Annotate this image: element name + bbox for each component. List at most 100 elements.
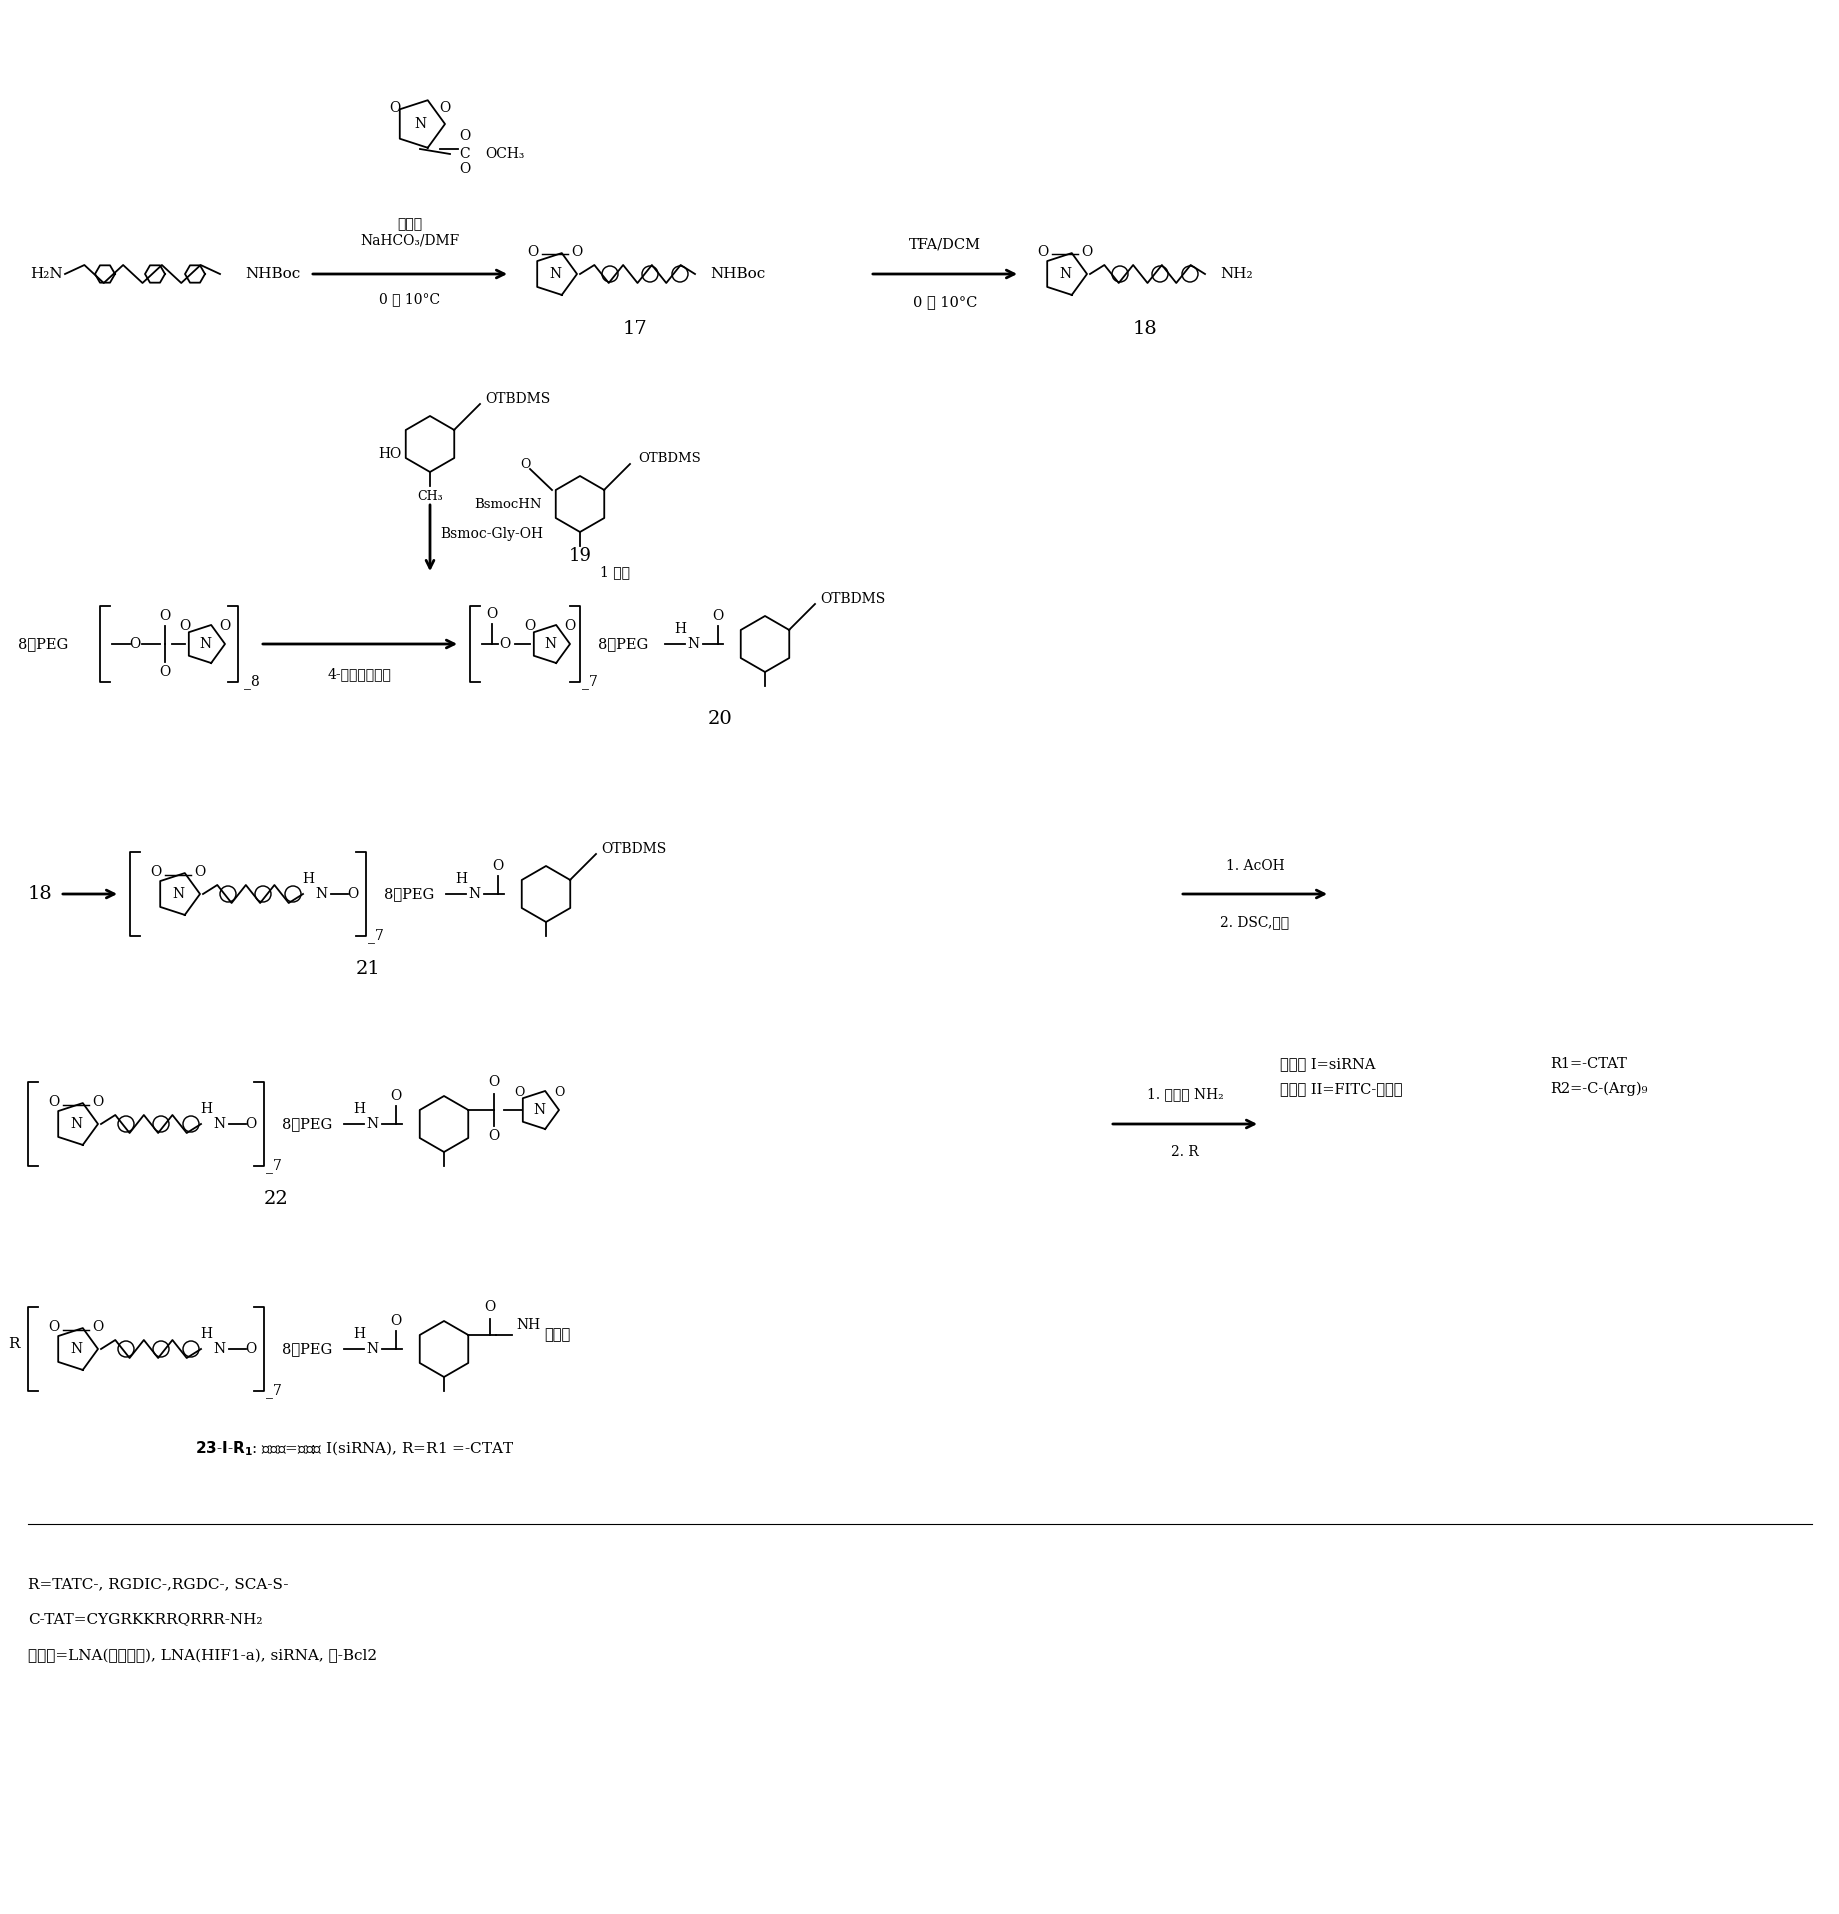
Text: N: N [1059, 266, 1070, 281]
Text: O: O [440, 101, 451, 115]
Text: O: O [524, 618, 535, 634]
Text: 18: 18 [1133, 320, 1157, 339]
Text: 18: 18 [28, 884, 53, 903]
Text: 2. DSC,吡啶: 2. DSC,吡啶 [1219, 915, 1289, 928]
Text: 21: 21 [355, 961, 381, 978]
Text: N: N [314, 886, 327, 901]
Text: O: O [348, 886, 359, 901]
Text: R: R [9, 1338, 20, 1351]
Text: N: N [213, 1342, 224, 1355]
Text: TFA/DCM: TFA/DCM [908, 237, 980, 251]
Text: O: O [1037, 245, 1048, 258]
Text: O: O [92, 1321, 103, 1334]
Text: O: O [528, 245, 539, 258]
Text: O: O [219, 618, 230, 634]
Text: N: N [533, 1102, 544, 1118]
Text: O: O [485, 607, 497, 620]
Text: R2=-C-(Arg)₉: R2=-C-(Arg)₉ [1548, 1081, 1646, 1097]
Text: O: O [178, 618, 191, 634]
Text: Bsmoc-Gly-OH: Bsmoc-Gly-OH [440, 526, 543, 542]
Text: _7: _7 [267, 1158, 281, 1173]
Text: N: N [213, 1118, 224, 1131]
Text: NH₂: NH₂ [1219, 266, 1252, 281]
Text: N: N [548, 266, 561, 281]
Text: 17: 17 [622, 320, 647, 339]
Text: 寡聚物 I=siRNA: 寡聚物 I=siRNA [1280, 1057, 1376, 1072]
Text: O: O [487, 1076, 500, 1089]
Text: O: O [390, 1089, 401, 1102]
Text: O: O [92, 1095, 103, 1108]
Text: O: O [712, 609, 723, 622]
Text: 0 至 10°C: 0 至 10°C [379, 293, 440, 306]
Text: N: N [199, 637, 211, 651]
Text: H₂N: H₂N [29, 266, 63, 281]
Text: 22: 22 [263, 1191, 289, 1208]
Text: N: N [467, 886, 480, 901]
Text: O: O [498, 637, 511, 651]
Text: O: O [487, 1129, 500, 1143]
Text: 饱和的: 饱和的 [397, 216, 423, 232]
Text: NHBoc: NHBoc [245, 266, 300, 281]
Text: O: O [572, 245, 583, 258]
Text: 0 至 10°C: 0 至 10°C [912, 295, 977, 308]
Text: 寡聚物=LNA(存活蛋白), LNA(HIF1-a), siRNA, 抗-Bcl2: 寡聚物=LNA(存活蛋白), LNA(HIF1-a), siRNA, 抗-Bcl… [28, 1648, 377, 1663]
Text: HO: HO [379, 448, 401, 461]
Text: R=TATC-, RGDIC-,RGDC-, SCA-S-: R=TATC-, RGDIC-,RGDC-, SCA-S- [28, 1577, 289, 1591]
Text: NHBoc: NHBoc [710, 266, 765, 281]
Text: 8臂PEG: 8臂PEG [598, 637, 647, 651]
Text: OTBDMS: OTBDMS [485, 392, 550, 406]
Text: OTBDMS: OTBDMS [820, 591, 885, 607]
Text: $\mathbf{23}$-$\mathbf{I}$-$\mathbf{R_1}$: 寡聚物=寡聚物 I(siRNA), R=R1 =-CTAT: $\mathbf{23}$-$\mathbf{I}$-$\mathbf{R_1}… [195, 1439, 515, 1458]
Text: 寡聚物 II=FITC-寡聚物: 寡聚物 II=FITC-寡聚物 [1280, 1081, 1401, 1097]
Text: _7: _7 [368, 928, 384, 944]
Text: O: O [151, 865, 162, 879]
Text: 1 当量: 1 当量 [600, 565, 629, 580]
Text: O: O [160, 664, 171, 679]
Text: O: O [460, 163, 471, 176]
Text: H: H [200, 1102, 211, 1116]
Text: _8: _8 [245, 674, 259, 689]
Text: _7: _7 [581, 674, 598, 689]
Text: 8臂PEG: 8臂PEG [18, 637, 68, 651]
Text: 2. R: 2. R [1170, 1145, 1199, 1160]
Text: 1. 寡聚物 NH₂: 1. 寡聚物 NH₂ [1146, 1087, 1223, 1101]
Text: N: N [366, 1342, 377, 1355]
Text: N: N [414, 117, 427, 130]
Text: 8臂PEG: 8臂PEG [384, 886, 434, 901]
Text: O: O [390, 1315, 401, 1328]
Text: N: N [171, 886, 184, 901]
Text: OCH₃: OCH₃ [485, 147, 524, 161]
Text: O: O [493, 859, 504, 873]
Text: 4-吡啶子基吡啶: 4-吡啶子基吡啶 [327, 666, 392, 681]
Text: O: O [245, 1118, 256, 1131]
Text: O: O [513, 1085, 524, 1099]
Text: O: O [520, 457, 530, 471]
Text: 8臂PEG: 8臂PEG [281, 1118, 333, 1131]
Text: C: C [460, 147, 471, 161]
Text: O: O [1081, 245, 1092, 258]
Text: O: O [390, 101, 401, 115]
Text: O: O [245, 1342, 256, 1355]
Text: OTBDMS: OTBDMS [601, 842, 666, 856]
Text: N: N [70, 1342, 83, 1355]
Text: O: O [129, 637, 140, 651]
Text: 20: 20 [708, 710, 732, 727]
Text: H: H [353, 1102, 364, 1116]
Text: NaHCO₃/DMF: NaHCO₃/DMF [360, 234, 460, 249]
Text: H: H [673, 622, 686, 635]
Text: O: O [460, 128, 471, 144]
Text: H: H [302, 873, 314, 886]
Text: 寡聚物: 寡聚物 [544, 1328, 570, 1342]
Text: O: O [48, 1095, 59, 1108]
Text: 1. AcOH: 1. AcOH [1225, 859, 1284, 873]
Text: O: O [160, 609, 171, 622]
Text: O: O [195, 865, 206, 879]
Text: N: N [686, 637, 699, 651]
Text: BsmocHN: BsmocHN [474, 498, 543, 511]
Text: 19: 19 [568, 547, 590, 565]
Text: _7: _7 [267, 1384, 281, 1399]
Text: N: N [544, 637, 555, 651]
Text: N: N [366, 1118, 377, 1131]
Text: O: O [48, 1321, 59, 1334]
Text: 8臂PEG: 8臂PEG [281, 1342, 333, 1355]
